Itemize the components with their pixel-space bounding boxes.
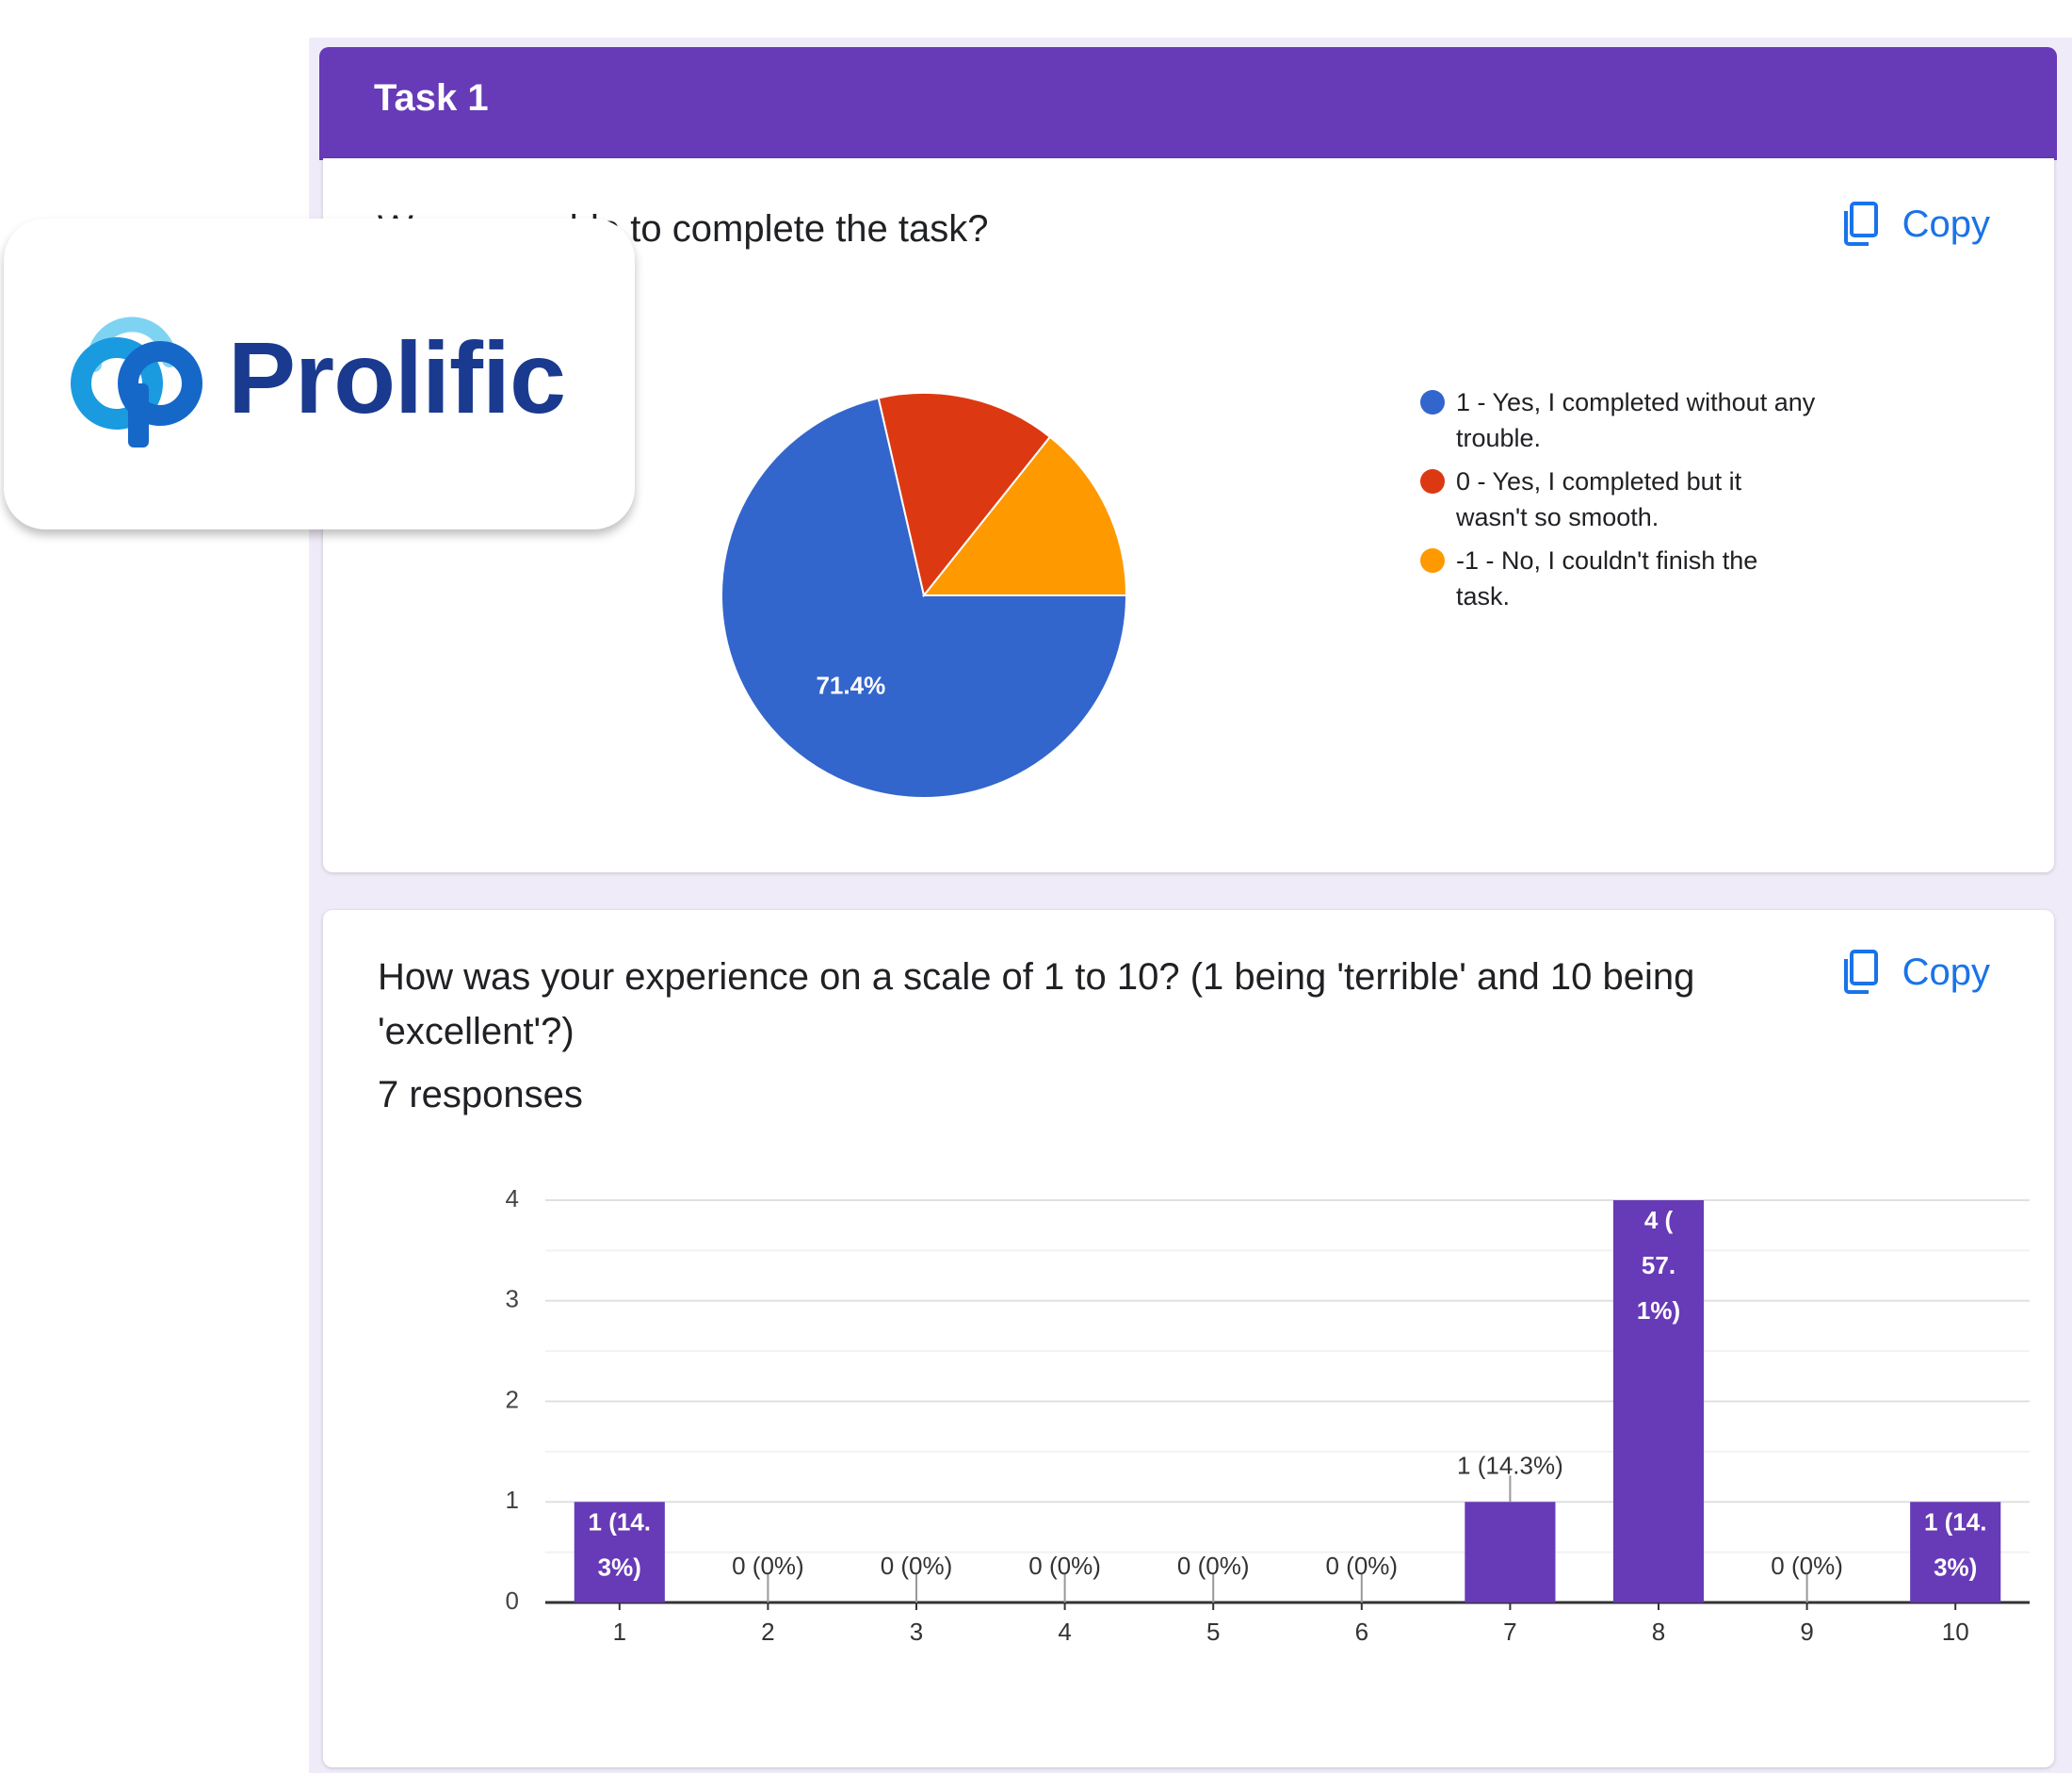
legend-item: -1 - No, I couldn't finish the task. bbox=[1420, 543, 1816, 614]
bar[interactable] bbox=[1465, 1502, 1556, 1602]
bar-data-label: 3%) bbox=[1934, 1553, 1977, 1581]
x-tick-label: 2 bbox=[761, 1618, 774, 1646]
bar-data-label: 1 (14.3%) bbox=[1457, 1451, 1563, 1479]
bar-data-label: 57. bbox=[1642, 1251, 1675, 1279]
bar-data-label: 0 (0%) bbox=[881, 1552, 953, 1580]
legend-item: 1 - Yes, I completed without any trouble… bbox=[1420, 384, 1816, 456]
x-tick-label: 4 bbox=[1058, 1618, 1071, 1646]
pie-legend: 1 - Yes, I completed without any trouble… bbox=[1420, 384, 1816, 622]
x-tick-label: 3 bbox=[910, 1618, 923, 1646]
x-tick-label: 5 bbox=[1206, 1618, 1220, 1646]
bar[interactable] bbox=[574, 1502, 665, 1602]
pie-slice bbox=[720, 397, 1128, 799]
x-tick-label: 8 bbox=[1652, 1618, 1665, 1646]
bar-data-label: 0 (0%) bbox=[1177, 1552, 1250, 1580]
copy-label: Copy bbox=[1902, 951, 1990, 993]
bar-data-label: 1 (14. bbox=[589, 1507, 652, 1536]
copy-label: Copy bbox=[1902, 203, 1990, 245]
section-header: Task 1 bbox=[319, 47, 2057, 160]
legend-label: -1 - No, I couldn't finish the task. bbox=[1456, 546, 1758, 610]
y-tick-label: 4 bbox=[506, 1184, 519, 1212]
copy-icon bbox=[1843, 202, 1878, 246]
prolific-logo-card: Prolific bbox=[4, 219, 635, 529]
y-tick-label: 3 bbox=[506, 1285, 519, 1313]
x-tick-label: 7 bbox=[1503, 1618, 1516, 1646]
bar-data-label: 4 ( bbox=[1644, 1206, 1674, 1234]
legend-label: 1 - Yes, I completed without any trouble… bbox=[1456, 388, 1816, 452]
bar-data-label: 3%) bbox=[598, 1553, 641, 1581]
bar-data-label: 0 (0%) bbox=[732, 1552, 804, 1580]
legend-label: 0 - Yes, I completed but it wasn't so sm… bbox=[1456, 467, 1742, 531]
bar[interactable] bbox=[1910, 1502, 2001, 1602]
y-tick-label: 1 bbox=[506, 1486, 519, 1514]
legend-color-dot bbox=[1420, 548, 1445, 573]
bar-data-label: 1%) bbox=[1637, 1296, 1680, 1325]
bar-data-label: 1 (14. bbox=[1924, 1507, 1987, 1536]
copy-icon bbox=[1843, 950, 1878, 994]
response-count: 7 responses bbox=[378, 1074, 583, 1115]
legend-item: 0 - Yes, I completed but it wasn't so sm… bbox=[1420, 464, 1816, 535]
copy-chart-button[interactable]: Copy bbox=[1842, 950, 1990, 995]
pie-slice bbox=[921, 435, 1128, 596]
question-title: How was your experience on a scale of 1 … bbox=[378, 956, 1695, 1052]
prolific-logo-icon bbox=[71, 317, 202, 447]
legend-color-dot bbox=[1420, 390, 1445, 415]
copy-chart-button[interactable]: Copy bbox=[1842, 202, 1990, 247]
x-tick-label: 6 bbox=[1355, 1618, 1368, 1646]
y-tick-label: 2 bbox=[506, 1385, 519, 1413]
x-tick-label: 9 bbox=[1800, 1618, 1813, 1646]
prolific-wordmark: Prolific bbox=[228, 320, 566, 434]
bar-data-label: 0 (0%) bbox=[1028, 1552, 1101, 1580]
bar[interactable] bbox=[1612, 1200, 1705, 1602]
x-tick-label: 1 bbox=[613, 1618, 626, 1646]
bar-data-label: 0 (0%) bbox=[1771, 1552, 1843, 1580]
legend-color-dot bbox=[1420, 469, 1445, 494]
pie-slice bbox=[877, 392, 1052, 598]
section-title: Task 1 bbox=[374, 77, 489, 119]
bar-data-label: 0 (0%) bbox=[1326, 1552, 1399, 1580]
pie-slice-label: 71.4% bbox=[816, 671, 885, 699]
question-card-rating: How was your experience on a scale of 1 … bbox=[323, 910, 2054, 1767]
pie-chart: 71.4% bbox=[720, 392, 1128, 799]
y-tick-label: 0 bbox=[506, 1586, 519, 1615]
x-tick-label: 10 bbox=[1942, 1618, 1969, 1646]
